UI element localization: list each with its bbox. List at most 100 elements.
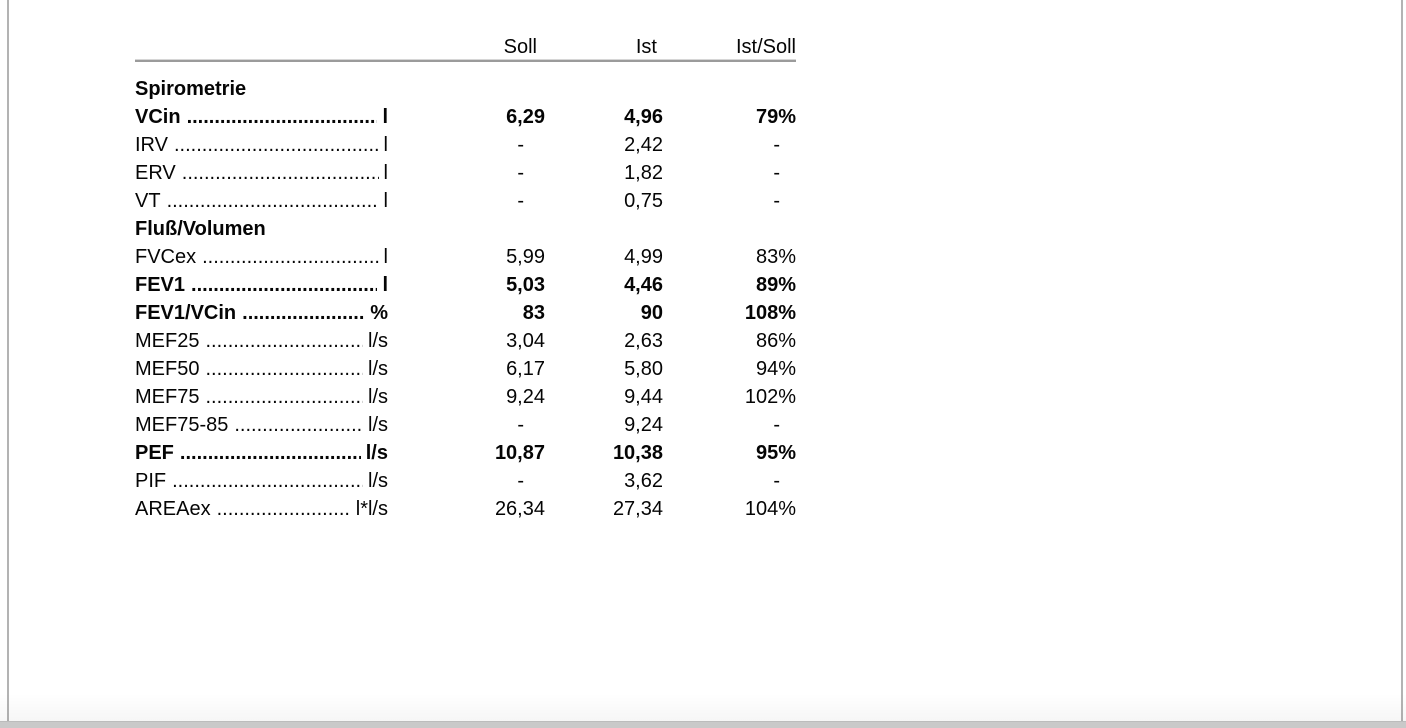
ist-soll-value: 102% <box>744 386 796 408</box>
table-row: MEF50...................................… <box>135 355 796 383</box>
table-row: VCin....................................… <box>135 103 796 131</box>
ist-value: 90 <box>640 302 663 324</box>
unit-label: l <box>382 274 388 296</box>
unit-label: l/s <box>368 330 388 352</box>
dot-leader: ........................................… <box>181 162 379 184</box>
ist-value: 4,99 <box>624 246 663 268</box>
ist-value: 0,75 <box>624 190 663 212</box>
soll-value: - <box>517 190 524 212</box>
row-label: PIF.....................................… <box>135 467 388 495</box>
dot-leader: ........................................… <box>234 414 363 436</box>
ist-value: 4,96 <box>624 106 663 128</box>
param-name: IRV <box>135 134 168 156</box>
param-name: VCin <box>135 106 181 128</box>
dot-leader: ........................................… <box>205 386 363 408</box>
table-row: FVCex...................................… <box>135 243 796 271</box>
row-label: MEF50...................................… <box>135 355 388 383</box>
param-name: MEF75-85 <box>135 414 229 436</box>
unit-label: l*l/s <box>355 498 388 520</box>
ist-soll-value: - <box>773 134 780 156</box>
dot-leader: ........................................… <box>216 498 351 520</box>
soll-value: 26,34 <box>494 498 545 520</box>
column-header-soll: Soll <box>503 36 537 58</box>
ist-soll-value: 104% <box>744 498 796 520</box>
section-title: Fluß/Volumen <box>135 218 266 240</box>
dot-leader: ........................................… <box>205 358 363 380</box>
row-label: FEV1....................................… <box>135 271 388 299</box>
table-row: PIF.....................................… <box>135 467 796 495</box>
row-label: VT......................................… <box>135 187 388 215</box>
ist-value: 2,63 <box>624 330 663 352</box>
row-label: AREAex..................................… <box>135 495 388 523</box>
table-row: ERV.....................................… <box>135 159 796 187</box>
table-rows: Spirometrie VCin.........................… <box>135 75 796 523</box>
ist-soll-value: 79% <box>755 106 796 128</box>
column-header-ist: Ist <box>635 36 657 58</box>
ist-value: 5,80 <box>624 358 663 380</box>
row-label: IRV.....................................… <box>135 131 388 159</box>
unit-label: l <box>383 162 388 184</box>
param-name: FEV1 <box>135 274 186 296</box>
unit-label: l/s <box>365 442 388 464</box>
ist-soll-value: - <box>773 470 780 492</box>
window-bottom-edge <box>0 721 1406 728</box>
param-name: FEV1/VCin <box>135 302 237 324</box>
soll-value: 6,17 <box>506 358 545 380</box>
dot-leader: ........................................… <box>205 330 363 352</box>
soll-value: - <box>517 470 524 492</box>
section-title: Spirometrie <box>135 78 247 100</box>
ist-soll-value: 86% <box>755 330 796 352</box>
row-label: FVCex...................................… <box>135 243 388 271</box>
dot-leader: ........................................… <box>242 302 365 324</box>
unit-label: % <box>370 302 388 324</box>
row-label: ERV.....................................… <box>135 159 388 187</box>
row-label: VCin....................................… <box>135 103 388 131</box>
row-label: MEF25...................................… <box>135 327 388 355</box>
spirometry-report-table: Soll Ist Ist/Soll Spirometrie VCin.......… <box>135 33 796 523</box>
unit-label: l <box>383 246 388 268</box>
ist-soll-value: 108% <box>744 302 796 324</box>
soll-value: - <box>517 162 524 184</box>
ist-soll-value: - <box>773 190 780 212</box>
param-name: MEF50 <box>135 358 200 380</box>
ist-soll-value: - <box>773 414 780 436</box>
ist-value: 27,34 <box>612 498 663 520</box>
unit-label: l/s <box>368 470 388 492</box>
ist-value: 3,62 <box>624 470 663 492</box>
bottom-edge-shadow <box>0 693 1406 721</box>
param-name: FVCex <box>135 246 197 268</box>
table-header-row: Soll Ist Ist/Soll <box>135 33 796 59</box>
dot-leader: ........................................… <box>191 274 377 296</box>
ist-value: 9,24 <box>624 414 663 436</box>
table-row: PEF.....................................… <box>135 439 796 467</box>
unit-label: l/s <box>368 358 388 380</box>
table-row: VT......................................… <box>135 187 796 215</box>
soll-value: 5,03 <box>506 274 545 296</box>
row-label: MEF75-85................................… <box>135 411 388 439</box>
table-row: MEF25...................................… <box>135 327 796 355</box>
param-name: PIF <box>135 470 167 492</box>
soll-value: 10,87 <box>494 442 545 464</box>
param-name: MEF75 <box>135 386 200 408</box>
table-row: MEF75...................................… <box>135 383 796 411</box>
unit-label: l <box>383 190 388 212</box>
row-label: MEF75...................................… <box>135 383 388 411</box>
param-name: VT <box>135 190 161 212</box>
soll-value: 9,24 <box>506 386 545 408</box>
ist-soll-value: 94% <box>755 358 796 380</box>
unit-label: l <box>382 106 388 128</box>
param-name: AREAex <box>135 498 211 520</box>
table-row: FEV1/VCin...............................… <box>135 299 796 327</box>
soll-value: - <box>517 134 524 156</box>
unit-label: l/s <box>368 386 388 408</box>
dot-leader: ........................................… <box>179 442 361 464</box>
table-row: MEF75-85................................… <box>135 411 796 439</box>
unit-label: l <box>383 134 388 156</box>
row-label: PEF.....................................… <box>135 439 388 467</box>
window-right-edge <box>1401 0 1403 728</box>
soll-value: 6,29 <box>506 106 545 128</box>
table-row: IRV.....................................… <box>135 131 796 159</box>
ist-soll-value: 95% <box>755 442 796 464</box>
ist-value: 4,46 <box>624 274 663 296</box>
